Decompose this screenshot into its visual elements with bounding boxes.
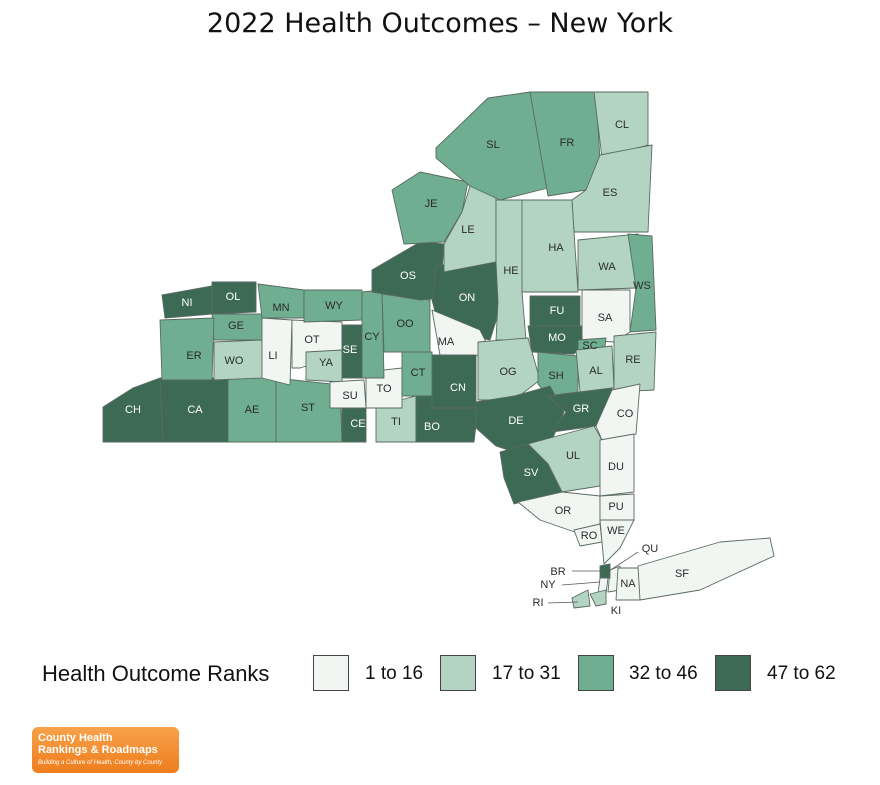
county-ol [211,281,257,315]
county-label-to: TO [376,383,392,395]
county-label-de: DE [508,415,523,427]
county-label-ce: CE [350,418,365,430]
county-label-bo: BO [424,421,440,433]
county-label-pu: PU [608,501,623,513]
county-label-gr: GR [573,403,590,415]
county-label-st: ST [301,402,315,414]
county-label-er: ER [186,350,201,362]
legend-label-q4: 47 to 62 [767,663,836,684]
legend-title: Health Outcome Ranks [42,661,270,686]
county-label-he: HE [503,265,518,277]
county-label-sc: SC [582,340,597,352]
county-label-co: CO [617,408,634,420]
county-label-ul: UL [566,450,580,462]
county-we [599,519,635,565]
county-label-sv: SV [524,467,539,479]
county-label-og: OG [499,366,516,378]
county-label-sh: SH [548,370,563,382]
county-label-cy: CY [364,331,380,343]
county-label-qu: QU [642,543,659,555]
county-label-ct: CT [411,367,426,379]
county-label-oo: OO [396,318,414,330]
county-ki [589,589,607,607]
county-health-rankings-logo: County Health Rankings & Roadmaps Buildi… [32,727,179,773]
new-york-county-map: CH CA AE ST CE TI BO NI OL GE ER WO LI MN OT YA WY SE SU TO… [102,91,775,617]
county-label-ki: KI [611,605,621,617]
county-label-li: LI [268,350,277,362]
county-sf [637,537,775,601]
county-label-su: SU [342,390,357,402]
county-label-ch: CH [125,404,141,416]
county-label-ro: RO [581,530,598,542]
county-label-ri: RI [533,597,544,609]
county-label-mo: MO [548,332,566,344]
county-label-du: DU [608,461,624,473]
county-label-je: JE [425,198,438,210]
county-label-fu: FU [550,305,565,317]
county-li [261,317,293,386]
legend-swatch-q2 [440,655,476,691]
legend-label-q1: 1 to 16 [365,663,424,684]
county-label-ha: HA [548,242,564,254]
county-label-ni: NI [182,297,193,309]
county-label-cn: CN [450,382,466,394]
county-label-cl: CL [615,119,629,131]
county-label-on: ON [459,292,476,304]
county-label-ae: AE [245,404,260,416]
county-og [477,337,541,401]
county-label-we: WE [607,525,625,537]
logo-tagline: Building a Culture of Health, County by … [38,760,163,766]
county-label-re: RE [625,354,640,366]
legend-swatch-q3 [578,655,614,691]
county-label-na: NA [620,578,636,590]
logo-line-1: County Health [38,732,113,744]
county-label-ws: WS [633,280,651,292]
county-ws [627,233,657,333]
county-label-al: AL [589,365,602,377]
county-label-or: OR [555,505,572,517]
county-label-le: LE [461,224,474,236]
county-label-br: BR [550,566,565,578]
county-label-ma: MA [438,336,455,348]
county-label-wo: WO [225,355,244,367]
county-ri [571,589,591,609]
county-label-fr: FR [560,137,575,149]
legend-label-q3: 32 to 46 [629,663,698,684]
county-label-ge: GE [228,320,244,332]
county-label-sl: SL [486,139,499,151]
county-label-ti: TI [391,416,401,428]
county-label-ny: NY [540,579,556,591]
legend-swatch-q1 [313,655,349,691]
legend-swatch-q4 [715,655,751,691]
county-label-ya: YA [319,357,334,369]
county-label-wy: WY [325,300,343,312]
county-label-mn: MN [272,302,289,314]
county-cl [593,91,649,159]
county-re [613,331,657,393]
county-label-sa: SA [598,312,613,324]
logo-line-2: Rankings & Roadmaps [38,744,158,756]
county-br [599,563,611,579]
county-du [599,433,635,497]
county-label-ot: OT [304,334,320,346]
map-title: 2022 Health Outcomes – New York [206,8,674,39]
county-label-wa: WA [598,261,616,273]
county-label-sf: SF [675,568,689,580]
county-sl [435,91,549,201]
legend-label-q2: 17 to 31 [492,663,561,684]
county-label-es: ES [603,187,618,199]
county-label-se: SE [343,344,358,356]
county-label-ca: CA [187,404,203,416]
county-er [159,317,215,381]
county-label-ol: OL [226,291,241,303]
county-label-os: OS [400,270,416,282]
